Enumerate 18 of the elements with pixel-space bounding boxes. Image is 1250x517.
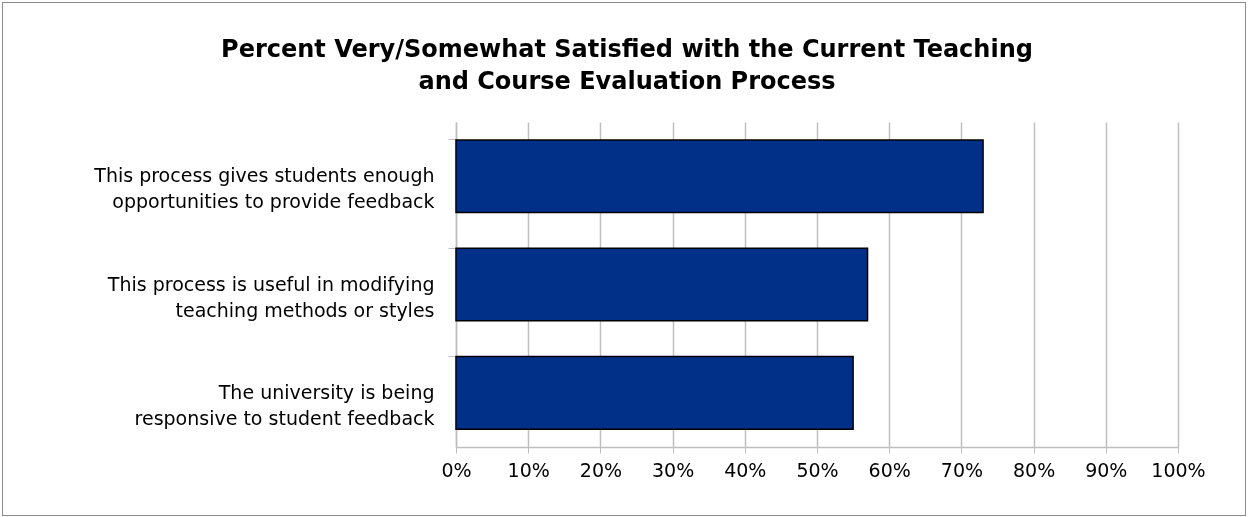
x-tick-label: 0% — [441, 458, 472, 481]
y-tick-label: This process gives students enough opportunities to provide feedback — [93, 164, 435, 213]
y-tick-label: This process is useful in modifying teaching methods or styles — [106, 272, 435, 321]
x-tick-label: 10% — [507, 458, 550, 481]
bar — [455, 355, 854, 430]
chart-title: Percent Very/Somewhat Satisfied with the Current Teaching and Course Evaluation Process — [221, 35, 1033, 95]
x-tick-label: 70% — [940, 458, 984, 481]
bar — [455, 139, 984, 214]
x-tick-label: 50% — [796, 458, 839, 481]
x-tick-label: 60% — [868, 458, 911, 481]
x-tick-label: 30% — [651, 458, 695, 481]
x-tick-label: 80% — [1012, 458, 1056, 481]
y-tick-label: The university is being responsive to student feedback — [134, 380, 435, 429]
x-tick-label: 20% — [579, 458, 623, 481]
x-tick-label: 40% — [724, 458, 767, 481]
x-tick-label: 90% — [1085, 458, 1128, 481]
x-tick-label: 100% — [1151, 458, 1206, 481]
bar — [455, 247, 869, 322]
